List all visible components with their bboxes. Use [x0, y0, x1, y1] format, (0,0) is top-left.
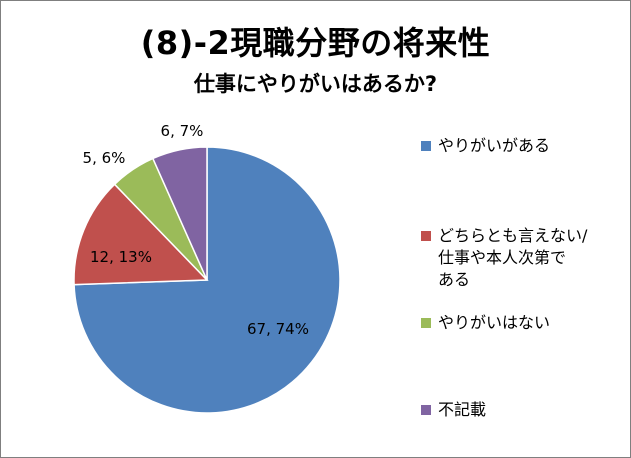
chart-subtitle: 仕事にやりがいはあるか? [193, 72, 438, 96]
pie-slices [73, 146, 341, 414]
legend-swatch [421, 318, 431, 328]
legend-swatch [421, 405, 431, 415]
pie-slice-4 [151, 146, 208, 281]
legend-label: やりがいはない [438, 313, 551, 332]
pie-data-label-3: 5, 6% [83, 149, 126, 167]
pie-slice-2 [73, 183, 209, 286]
pie-data-label-1: 67, 74% [247, 320, 309, 338]
legend-label: 不記載 [438, 400, 487, 419]
legend-swatch [421, 231, 431, 241]
pie-data-label-2: 12, 13% [90, 248, 152, 266]
legend-swatch [421, 141, 431, 151]
chart-legend: やりがいがあるどちらとも言えない/ 仕事や本人次第で あるやりがいはない 不記載 [421, 1, 630, 457]
pie-data-label-4: 6, 7% [161, 122, 204, 140]
chart-title: (8)-2現職分野の将来性 [140, 24, 491, 62]
pie-data-labels: 67, 74% 12, 13% 5, 6% 6, 7% [83, 122, 309, 338]
legend-label: やりがいがある [438, 136, 551, 155]
legend-label: どちらとも言えない/ 仕事や本人次第で ある [438, 226, 588, 289]
